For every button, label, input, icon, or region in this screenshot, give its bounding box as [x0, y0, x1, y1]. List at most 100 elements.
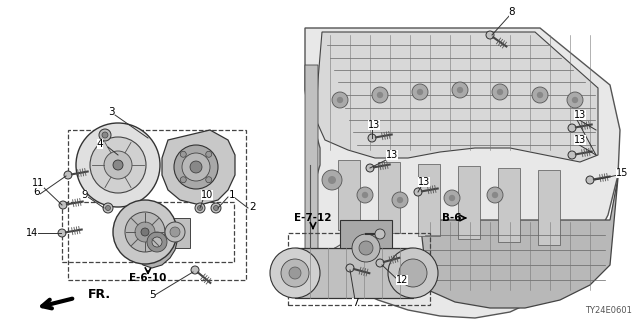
- Circle shape: [414, 188, 422, 196]
- Text: B-6: B-6: [442, 213, 461, 223]
- Circle shape: [376, 259, 384, 267]
- Circle shape: [366, 164, 374, 172]
- Circle shape: [567, 92, 583, 108]
- Circle shape: [449, 195, 455, 201]
- Circle shape: [392, 192, 408, 208]
- Circle shape: [180, 151, 186, 157]
- Circle shape: [147, 232, 167, 252]
- Circle shape: [375, 229, 385, 239]
- Text: 5: 5: [148, 290, 156, 300]
- Circle shape: [125, 212, 165, 252]
- Text: 4: 4: [97, 139, 103, 149]
- Circle shape: [113, 200, 177, 264]
- Circle shape: [135, 222, 155, 242]
- Bar: [340, 220, 392, 248]
- Circle shape: [346, 264, 354, 272]
- Circle shape: [377, 92, 383, 98]
- Circle shape: [195, 203, 205, 213]
- Circle shape: [190, 161, 202, 173]
- Text: 12: 12: [396, 275, 408, 285]
- Circle shape: [452, 82, 468, 98]
- Circle shape: [362, 192, 368, 198]
- Circle shape: [58, 229, 66, 237]
- Text: FR.: FR.: [88, 289, 111, 301]
- Bar: [378, 162, 400, 233]
- Text: 13: 13: [386, 150, 398, 160]
- Circle shape: [205, 151, 212, 157]
- Circle shape: [59, 201, 67, 209]
- Circle shape: [76, 123, 160, 207]
- Circle shape: [568, 151, 576, 159]
- Circle shape: [412, 84, 428, 100]
- Circle shape: [337, 97, 343, 103]
- Circle shape: [104, 151, 132, 179]
- Circle shape: [486, 31, 494, 39]
- Bar: [498, 168, 520, 242]
- Circle shape: [106, 205, 111, 211]
- Circle shape: [182, 153, 210, 181]
- Text: TY24E0601: TY24E0601: [585, 306, 632, 315]
- Text: 8: 8: [509, 7, 515, 17]
- Polygon shape: [316, 32, 598, 162]
- Circle shape: [537, 92, 543, 98]
- Circle shape: [90, 137, 146, 193]
- Circle shape: [152, 237, 162, 247]
- Circle shape: [102, 132, 108, 138]
- Circle shape: [205, 177, 212, 183]
- Circle shape: [568, 124, 576, 132]
- Bar: [538, 170, 560, 245]
- Text: 14: 14: [26, 228, 38, 238]
- Circle shape: [397, 197, 403, 203]
- Bar: [288, 233, 430, 305]
- Text: 13: 13: [574, 110, 586, 120]
- Polygon shape: [305, 65, 318, 260]
- Bar: [68, 130, 246, 280]
- Circle shape: [141, 228, 149, 236]
- Circle shape: [214, 205, 218, 211]
- Text: 7: 7: [352, 298, 358, 308]
- Polygon shape: [136, 218, 178, 268]
- Circle shape: [586, 176, 594, 184]
- Circle shape: [281, 259, 309, 287]
- Circle shape: [191, 266, 199, 274]
- Circle shape: [180, 177, 186, 183]
- Circle shape: [417, 89, 423, 95]
- Circle shape: [174, 145, 218, 189]
- Circle shape: [113, 160, 123, 170]
- Bar: [418, 164, 440, 236]
- Polygon shape: [162, 130, 235, 205]
- Text: 9: 9: [82, 190, 88, 200]
- Circle shape: [492, 192, 498, 198]
- Circle shape: [64, 171, 72, 179]
- Circle shape: [572, 97, 578, 103]
- Text: E-7-12: E-7-12: [294, 213, 332, 223]
- Circle shape: [497, 89, 503, 95]
- Circle shape: [399, 259, 427, 287]
- Circle shape: [357, 187, 373, 203]
- Text: 2: 2: [250, 202, 256, 212]
- Circle shape: [270, 248, 320, 298]
- Circle shape: [352, 234, 380, 262]
- Polygon shape: [305, 28, 620, 318]
- Text: 11: 11: [32, 178, 44, 188]
- Circle shape: [487, 187, 503, 203]
- Text: 1: 1: [228, 190, 236, 200]
- Circle shape: [322, 170, 342, 190]
- Circle shape: [165, 222, 185, 242]
- Text: 6: 6: [34, 187, 40, 197]
- Text: 13: 13: [418, 177, 430, 187]
- Bar: [145, 218, 190, 248]
- Circle shape: [289, 267, 301, 279]
- Circle shape: [170, 227, 180, 237]
- Circle shape: [211, 203, 221, 213]
- Circle shape: [103, 203, 113, 213]
- Circle shape: [198, 205, 202, 211]
- Circle shape: [332, 92, 348, 108]
- Bar: [62, 202, 234, 262]
- Circle shape: [388, 248, 438, 298]
- Circle shape: [457, 87, 463, 93]
- Circle shape: [444, 190, 460, 206]
- Bar: [295, 248, 413, 298]
- Circle shape: [372, 87, 388, 103]
- Text: 10: 10: [201, 190, 213, 200]
